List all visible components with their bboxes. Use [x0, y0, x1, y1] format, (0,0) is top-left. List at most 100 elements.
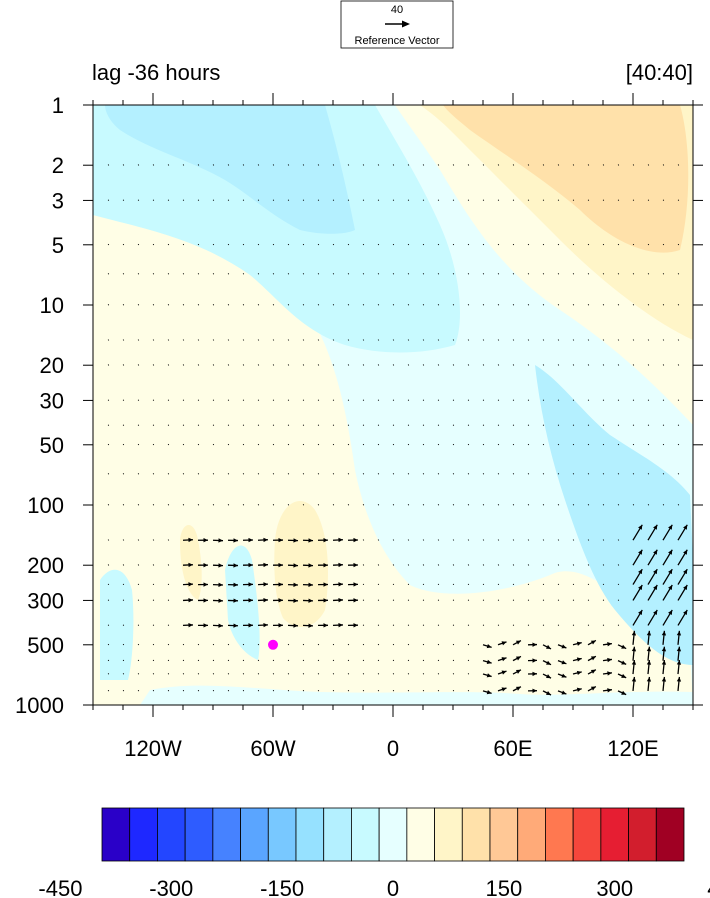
wind-vector-head — [638, 549, 643, 555]
wind-vector-head — [263, 582, 268, 587]
wind-vector-head — [293, 538, 298, 543]
chart-title-left: lag -36 hours — [92, 60, 220, 85]
wind-vector-head — [248, 537, 253, 543]
wind-vector-head — [293, 563, 298, 568]
wind-vector-head — [308, 623, 313, 628]
wind-vector-head — [218, 598, 223, 603]
wind-vector-head — [561, 660, 567, 665]
wind-vector-head — [233, 538, 238, 543]
y-tick-label: 10 — [40, 293, 64, 318]
colorbar-tick-label: 150 — [485, 876, 522, 898]
wind-vector-head — [646, 630, 652, 636]
wind-vector-head — [631, 646, 637, 652]
y-tick-label: 3 — [52, 188, 64, 213]
shade-negative-lowleft — [100, 569, 134, 680]
wind-vector-head — [676, 660, 682, 665]
colorbar-swatch — [628, 807, 657, 862]
wind-vector-head — [188, 597, 193, 603]
wind-vector-head — [561, 690, 567, 695]
y-tick-label: 50 — [40, 433, 64, 458]
wind-vector-head — [638, 524, 643, 530]
wind-vector-head — [590, 656, 596, 661]
wind-vector-head — [683, 569, 688, 575]
wind-vector-head — [638, 584, 643, 590]
wind-vector-head — [561, 644, 567, 649]
wind-vector-head — [323, 537, 328, 543]
wind-vector-head — [653, 549, 658, 555]
x-tick-label: 60E — [493, 736, 532, 761]
wind-vector-head — [621, 690, 627, 695]
wind-vector-head — [590, 669, 596, 674]
wind-vector-head — [338, 582, 343, 587]
wind-vectors — [107, 164, 688, 696]
colorbar-tick-label: -150 — [260, 876, 304, 898]
colorbar-swatch — [461, 807, 491, 862]
wind-vector-head — [607, 688, 612, 693]
wind-vector-head — [233, 598, 238, 603]
colorbar-swatch — [101, 807, 131, 862]
wind-vector-head — [323, 582, 328, 587]
wind-vector-head — [248, 562, 253, 568]
wind-vector-head — [353, 562, 358, 568]
wind-vector-head — [218, 623, 223, 628]
wind-vector-head — [233, 582, 238, 587]
wind-vector-head — [515, 669, 521, 674]
wind-vector-head — [631, 630, 637, 636]
wind-vector-head — [338, 597, 343, 603]
colorbar-swatch — [378, 807, 408, 862]
wind-vector-head — [668, 569, 673, 575]
x-tick-label: 120W — [124, 736, 182, 761]
y-tick-label: 2 — [52, 153, 64, 178]
wind-vector-head — [668, 584, 673, 590]
wind-vector-head — [683, 609, 688, 615]
shade-negative-150 — [105, 105, 355, 234]
reference-vector-legend: 40 Reference Vector — [340, 0, 454, 49]
wind-vector-head — [203, 563, 208, 568]
wind-vector-head — [263, 622, 268, 628]
wind-vector-head — [353, 598, 358, 603]
wind-vector-head — [233, 623, 238, 628]
chart-title-right: [40:40] — [626, 60, 693, 85]
shade-bottom-strip — [140, 685, 693, 705]
wind-vector-head — [561, 673, 567, 678]
wind-vector-head — [323, 562, 328, 568]
wind-vector-head — [683, 549, 688, 555]
wind-vector-head — [576, 670, 582, 676]
y-tick-label: 20 — [40, 353, 64, 378]
wind-vector-head — [263, 597, 268, 603]
x-tick-label: 60W — [250, 736, 295, 761]
wind-vector-head — [308, 538, 313, 543]
wind-vector-head — [218, 538, 223, 543]
y-tick-label: 1 — [52, 93, 64, 118]
wind-vector-head — [233, 563, 238, 568]
colorbar-swatch — [655, 807, 685, 862]
wind-vector-head — [501, 687, 507, 692]
wind-vector-head — [353, 582, 358, 587]
wind-vector-head — [486, 659, 492, 664]
wind-vector-head — [621, 673, 627, 678]
wind-vector-head — [653, 524, 658, 530]
colorbar-swatch — [295, 807, 325, 862]
shade-positive-lobe-b — [274, 501, 328, 628]
wind-vector-head — [323, 623, 328, 628]
wind-vector-head — [646, 646, 652, 652]
colorbar-tick-label: -300 — [149, 876, 193, 898]
y-tick-label: 500 — [27, 633, 64, 658]
wind-vector-head — [515, 640, 521, 645]
wind-vector-head — [248, 623, 253, 628]
wind-vector-head — [278, 623, 283, 628]
wind-vector-head — [546, 660, 552, 665]
wind-vector-head — [515, 656, 521, 661]
shade-positive-300 — [443, 105, 689, 253]
colorbar-swatch — [517, 807, 546, 862]
wind-vector-head — [683, 584, 688, 590]
wind-vector-head — [661, 676, 667, 682]
wind-vector-head — [576, 687, 582, 692]
wind-vector-head — [631, 660, 637, 665]
shade-negative-75 — [93, 105, 460, 353]
wind-vector-head — [607, 657, 612, 663]
wind-vector-head — [683, 524, 688, 530]
wind-vector-head — [293, 623, 298, 628]
colorbar-swatch — [323, 807, 352, 862]
wind-vector-head — [532, 671, 537, 677]
